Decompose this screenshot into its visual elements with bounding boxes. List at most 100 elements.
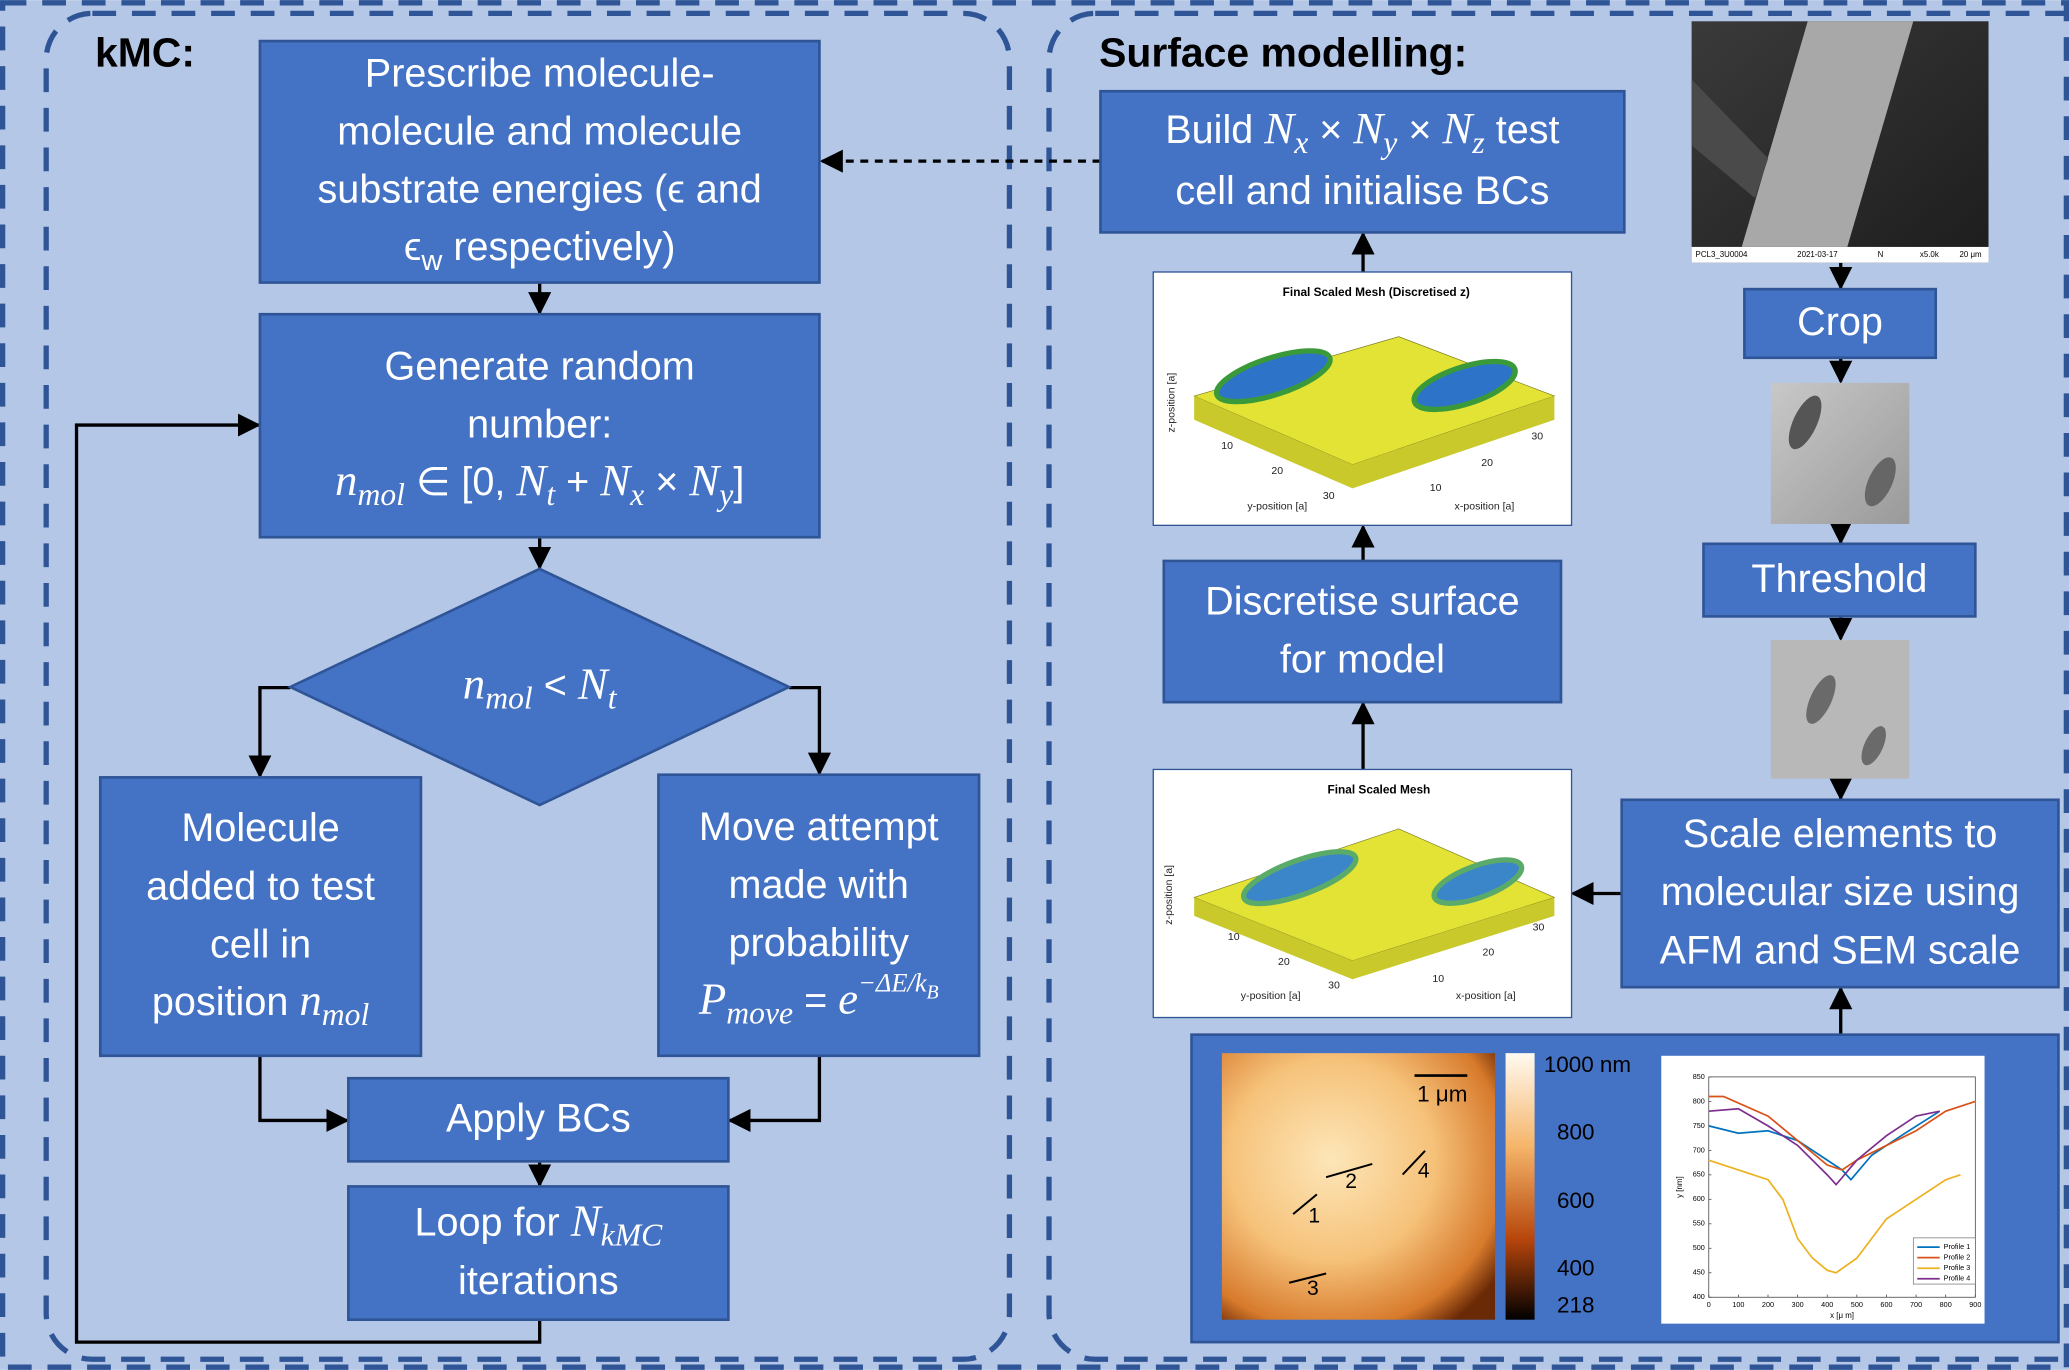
- tick-label: 10: [1432, 973, 1444, 985]
- x-tick-label: 0: [1707, 1300, 1711, 1309]
- colorbar-label: 600: [1557, 1188, 1594, 1213]
- mesh-title: Final Scaled Mesh (Discretised z): [1283, 285, 1470, 299]
- scale-label: 1 μm: [1417, 1081, 1467, 1106]
- node-label: Build Nx × Ny × Nz test: [1165, 103, 1559, 160]
- node-label: substrate energies (ϵ and: [318, 168, 762, 212]
- x-tick-label: 800: [1940, 1300, 1952, 1309]
- node-label: Prescribe molecule-: [365, 51, 715, 95]
- label-part: ×: [1397, 108, 1442, 152]
- node-label: for model: [1280, 637, 1445, 681]
- colorbar-label: 400: [1557, 1255, 1594, 1280]
- label-part: <: [533, 664, 578, 708]
- label-part: kMC: [601, 1218, 663, 1253]
- label-part: w: [420, 245, 443, 277]
- label-part: Build: [1165, 108, 1264, 152]
- label-part: N: [1263, 103, 1296, 153]
- sem-caption: PCL3_3U0004: [1696, 250, 1748, 259]
- tick-label: 20: [1271, 465, 1283, 477]
- axis-label: x-position [a]: [1456, 990, 1516, 1002]
- image: [1771, 640, 1910, 779]
- node-label: Generate random: [385, 344, 695, 388]
- diagram: kMC: Surface modelling:: [0, 0, 2069, 1370]
- x-axis-label: x [μ m]: [1830, 1311, 1854, 1320]
- node-label: Crop: [1797, 300, 1883, 344]
- axis-label: z-position [a]: [1166, 373, 1178, 433]
- label-part: ×: [644, 461, 689, 505]
- node-label: ϵw respectively): [404, 226, 676, 277]
- x-tick-label: 900: [1969, 1300, 1981, 1309]
- node-label: probability: [729, 921, 910, 965]
- y-tick-label: 400: [1693, 1292, 1705, 1301]
- label-part: mol: [357, 478, 405, 513]
- tick-label: 30: [1328, 980, 1340, 992]
- tick-label: 10: [1228, 931, 1240, 943]
- y-tick-label: 800: [1693, 1096, 1705, 1105]
- image: [1771, 383, 1910, 524]
- sem-caption: x5.0k: [1920, 250, 1939, 259]
- y-tick-label: 850: [1693, 1072, 1705, 1081]
- profile-marker: 2: [1345, 1170, 1357, 1193]
- x-tick-label: 100: [1732, 1300, 1744, 1309]
- profile-marker: 1: [1308, 1204, 1320, 1227]
- node-label: molecule and molecule: [337, 110, 742, 154]
- y-tick-label: 450: [1693, 1268, 1705, 1277]
- node-label: Molecule: [181, 806, 339, 850]
- label-part: ϵ: [404, 226, 422, 270]
- label-part: mol: [322, 997, 370, 1032]
- label-part: N: [599, 455, 632, 505]
- tick-label: 30: [1533, 922, 1545, 934]
- node-label: AFM and SEM scale: [1660, 928, 2021, 972]
- node-label: made with: [729, 863, 909, 907]
- y-tick-label: 550: [1693, 1219, 1705, 1228]
- node-label: number:: [467, 402, 612, 446]
- label-part: N: [570, 1196, 603, 1246]
- x-tick-label: 600: [1880, 1300, 1892, 1309]
- x-tick-label: 200: [1762, 1300, 1774, 1309]
- node-label: Threshold: [1751, 557, 1927, 601]
- axis-label: y-position [a]: [1247, 501, 1307, 513]
- label-part: e: [838, 974, 858, 1024]
- y-tick-label: 650: [1693, 1170, 1705, 1179]
- label-part: ∈ [0,: [405, 461, 516, 505]
- y-tick-label: 750: [1693, 1121, 1705, 1130]
- label-part: position: [152, 980, 299, 1024]
- y-axis-label: y [nm]: [1675, 1176, 1684, 1198]
- axis-label: y-position [a]: [1241, 990, 1301, 1002]
- label-part: y: [1380, 125, 1398, 160]
- legend-label: Profile 4: [1944, 1274, 1971, 1283]
- node-label: Move attempt: [699, 805, 939, 849]
- node-label: Discretise surface: [1205, 579, 1520, 623]
- label-part: −ΔE/k: [858, 967, 928, 997]
- label-part: ×: [1308, 108, 1353, 152]
- section-title: kMC:: [95, 29, 195, 75]
- profile-marker: 3: [1307, 1277, 1319, 1300]
- label-part: n: [335, 455, 357, 505]
- label-part: N: [515, 455, 548, 505]
- tick-label: 20: [1481, 457, 1493, 469]
- label-part: =: [793, 979, 838, 1023]
- label-part: y: [716, 478, 734, 513]
- node-label: molecular size using: [1661, 870, 2020, 914]
- node-label: added to test: [146, 864, 375, 908]
- mesh-title: Final Scaled Mesh: [1327, 783, 1430, 797]
- label-part: x: [1293, 125, 1308, 160]
- label-part: B: [927, 982, 939, 1004]
- label-part: N: [688, 455, 721, 505]
- tick-label: 20: [1278, 956, 1290, 968]
- label-part: t: [608, 681, 618, 716]
- x-tick-label: 300: [1792, 1300, 1804, 1309]
- node-label: cell in: [210, 922, 311, 966]
- label-part: N: [1441, 103, 1474, 153]
- label-part: x: [629, 478, 644, 513]
- x-tick-label: 500: [1851, 1300, 1863, 1309]
- tick-label: 30: [1531, 431, 1543, 443]
- label-part: N: [577, 659, 610, 709]
- label-part: move: [726, 996, 793, 1031]
- legend-label: Profile 3: [1944, 1263, 1971, 1272]
- label-part: n: [299, 975, 321, 1025]
- sem-caption: 20 μm: [1959, 250, 1982, 259]
- label-part: n: [463, 659, 485, 709]
- y-tick-label: 700: [1693, 1145, 1705, 1154]
- label-part: respectively): [442, 226, 675, 270]
- legend-label: Profile 1: [1944, 1242, 1971, 1251]
